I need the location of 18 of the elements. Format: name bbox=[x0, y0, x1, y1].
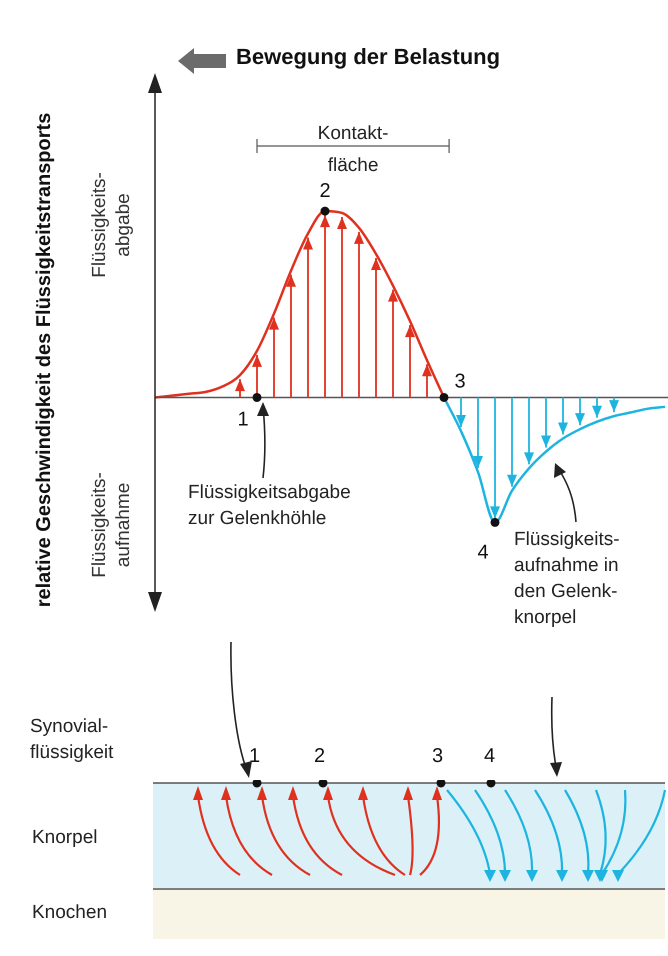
text: 4 bbox=[477, 541, 489, 564]
text: 2 bbox=[319, 180, 331, 202]
text: Knorpel bbox=[32, 826, 98, 850]
text: 2 bbox=[314, 745, 326, 767]
annotation: 1 bbox=[237, 408, 249, 430]
text: Flüssigkeits- aufnahme in den Gelenk- knorpel bbox=[514, 528, 620, 630]
text: 1 bbox=[249, 745, 260, 767]
text: 3 bbox=[432, 745, 444, 767]
text: 4 bbox=[484, 745, 496, 767]
text: Kontakt- fläche bbox=[318, 123, 388, 176]
annotation: 3 bbox=[454, 370, 466, 392]
y-axis-title: relative Geschwindigkeit des Flüssigkeitstransports bbox=[33, 112, 55, 608]
text: Flüssigkeits- abgabe bbox=[89, 172, 134, 278]
annotation: Flüssigkeitsabgabe zur Gelenkhöhle bbox=[188, 481, 351, 531]
text: Synovial- flüssigkeit bbox=[30, 715, 114, 765]
text: Knochen bbox=[32, 901, 108, 925]
chart-title: Bewegung der Belastung bbox=[236, 44, 500, 70]
text: Flüssigkeits- aufnahme bbox=[89, 472, 134, 578]
